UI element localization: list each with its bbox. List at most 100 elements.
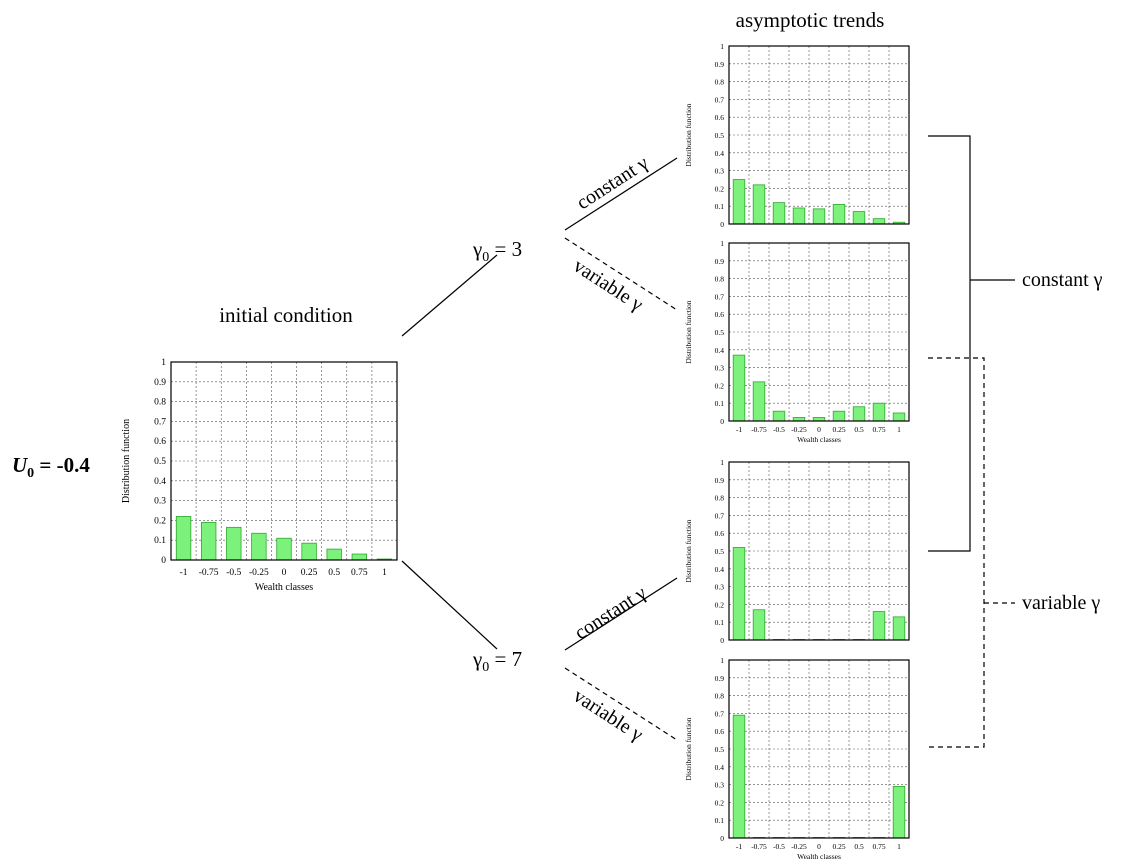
x-axis-label: Wealth classes: [797, 435, 841, 444]
y-axis-label: Distribution function: [684, 103, 693, 166]
bar: [872, 218, 886, 225]
branch-g3-variable-line: [564, 237, 678, 311]
bar: [752, 609, 766, 641]
x-tick-label: 0: [282, 568, 287, 578]
bar: [832, 204, 846, 225]
y-tick-label: 0.7: [715, 292, 725, 301]
chart-g3-variable: 0 0.1 0.2 0.3 0.4 0.5 0.6 0.7 0.8 0.9 1 -1 -0.75 -0.5…: [684, 239, 910, 444]
x-axis-label: Wealth classes: [255, 582, 313, 593]
y-tick-label: 0: [720, 417, 724, 426]
y-tick-label: 0.7: [154, 417, 166, 427]
plot-frame: [170, 361, 398, 561]
x-tick-label: 0.75: [872, 425, 885, 434]
y-tick-label: 0.4: [715, 346, 725, 355]
bar: [752, 381, 766, 422]
y-axis-label: Distribution function: [121, 419, 132, 503]
gamma0-3-label: γ0 = 3: [472, 237, 522, 265]
y-tick-label: 0.6: [715, 113, 725, 122]
bar: [732, 547, 746, 641]
y-tick-label: 0.2: [715, 184, 725, 193]
bar: [872, 611, 886, 641]
y-tick-label: 0.4: [715, 149, 725, 158]
connector-initial-to-g3: [401, 254, 498, 337]
x-tick-label: 0: [817, 425, 821, 434]
legend-variable-label: variable γ: [1022, 592, 1100, 614]
y-tick-label: 0.2: [715, 798, 725, 807]
bar: [852, 406, 866, 422]
bar: [852, 211, 866, 225]
x-tick-label: -0.25: [249, 568, 269, 578]
x-tick-label: 0.25: [832, 425, 845, 434]
x-tick-label: 0.5: [328, 568, 340, 578]
y-tick-label: 0.9: [715, 60, 725, 69]
y-tick-label: 0.3: [715, 167, 725, 176]
y-tick-label: 0.3: [715, 583, 725, 592]
x-tick-label: 1: [897, 425, 901, 434]
bar: [732, 714, 746, 839]
x-tick-label: -0.5: [773, 842, 785, 851]
x-tick-label: 0.75: [351, 568, 368, 578]
y-tick-label: 0.1: [715, 816, 725, 825]
y-tick-label: 0.8: [715, 494, 725, 503]
y-tick-label: 0.9: [715, 674, 725, 683]
x-tick-label: 0: [817, 842, 821, 851]
x-tick-label: -1: [736, 425, 742, 434]
bar: [175, 516, 192, 561]
bar: [772, 202, 786, 225]
y-tick-label: 0.5: [715, 131, 725, 140]
x-tick-label: 0.25: [301, 568, 318, 578]
y-tick-label: 0.1: [715, 202, 725, 211]
x-tick-label: 0.75: [872, 842, 885, 851]
x-tick-label: -1: [180, 568, 188, 578]
y-tick-label: 0.2: [715, 381, 725, 390]
y-axis-label: Distribution function: [684, 300, 693, 363]
y-tick-label: 0.5: [715, 745, 725, 754]
x-tick-label: 1: [897, 842, 901, 851]
chart-g3-constant: 0 0.1 0.2 0.3 0.4 0.5 0.6 0.7 0.8 0.9 1 Distributio…: [684, 42, 910, 229]
y-tick-label: 1: [720, 42, 724, 51]
plot-frame: [728, 659, 910, 839]
y-tick-label: 0.2: [154, 516, 166, 526]
bar: [792, 207, 806, 225]
x-tick-label: -0.25: [791, 842, 807, 851]
bar: [251, 532, 267, 561]
chart-g7-variable: 0 0.1 0.2 0.3 0.4 0.5 0.6 0.7 0.8 0.9 1 -1 -0.75 -0.5…: [684, 656, 910, 861]
x-tick-label: -0.5: [773, 425, 785, 434]
branch-g3-variable-label: variable γ: [569, 255, 647, 316]
bar: [832, 410, 846, 422]
bar: [892, 616, 906, 641]
bar: [732, 179, 746, 225]
bar: [812, 208, 826, 225]
x-tick-label: 1: [382, 568, 387, 578]
y-axis-label: Distribution function: [684, 519, 693, 582]
y-tick-label: 0.5: [715, 547, 725, 556]
y-tick-label: 0.6: [715, 727, 725, 736]
initial-condition-title: initial condition: [219, 303, 353, 327]
plot-frame: [728, 461, 910, 641]
y-tick-label: 0.9: [154, 378, 166, 388]
asymptotic-trends-title: asymptotic trends: [736, 8, 885, 32]
gamma0-7-label: γ0 = 7: [472, 647, 522, 675]
plot-frame: [728, 242, 910, 422]
chart-initial: 0 0.1 0.2 0.3 0.4 0.5 0.6 0.7 0.8 0.9 1 -1 -0.75 -0.5…: [121, 358, 398, 593]
bracket-constant: [928, 135, 971, 552]
y-tick-label: 0: [720, 636, 724, 645]
y-tick-label: 0.6: [154, 437, 166, 447]
bar: [892, 412, 906, 422]
y-tick-label: 0.5: [154, 457, 166, 467]
y-tick-label: 0.3: [715, 364, 725, 373]
y-tick-label: 0: [161, 556, 166, 566]
x-tick-label: 0.5: [854, 842, 864, 851]
y-tick-label: 0.6: [715, 310, 725, 319]
bar: [872, 402, 886, 422]
branch-g3-constant-label: constant γ: [573, 152, 653, 214]
y-tick-label: 0.2: [715, 600, 725, 609]
connector-initial-to-g7: [401, 560, 498, 650]
branch-g7-variable-label: variable γ: [569, 685, 647, 746]
x-tick-label: -1: [736, 842, 742, 851]
y-tick-label: 0.6: [715, 529, 725, 538]
y-tick-label: 0.9: [715, 257, 725, 266]
y-tick-label: 0.8: [715, 692, 725, 701]
y-tick-label: 0.4: [154, 477, 166, 487]
